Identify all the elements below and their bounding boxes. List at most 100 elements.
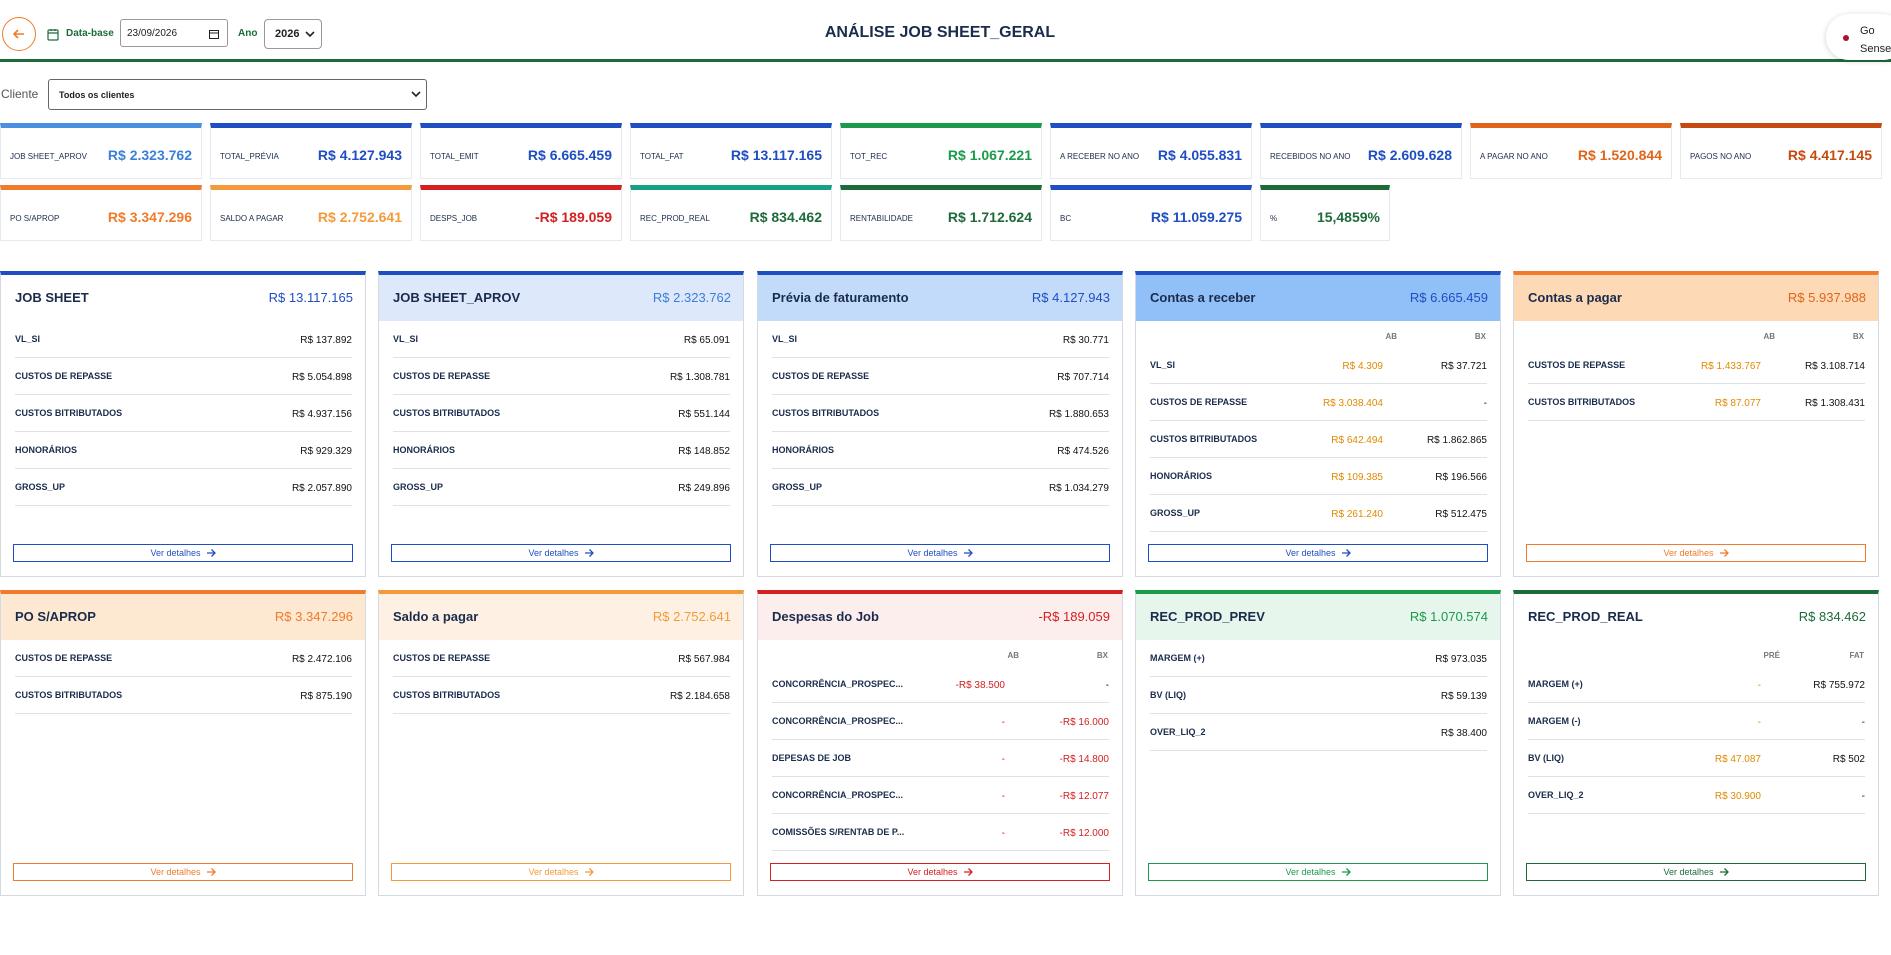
panel-total: R$ 3.347.296 <box>274 609 353 624</box>
row-value: R$ 707.714 <box>1057 372 1109 383</box>
details-button[interactable]: Ver detalhes <box>13 863 353 881</box>
details-label: Ver detalhes <box>1663 867 1714 877</box>
row-value: R$ 148.852 <box>678 446 730 457</box>
client-label: Cliente <box>1 87 39 101</box>
panel-title: JOB SHEET <box>15 290 89 305</box>
row-label: CUSTOS BITRIBUTADOS <box>1150 434 1258 444</box>
details-button[interactable]: Ver detalhes <box>13 544 353 562</box>
row-value: R$ 2.472.106 <box>291 654 352 665</box>
row-value-ab: R$ 1.433.767 <box>1700 361 1761 372</box>
user-name-line: Sense <box>1860 43 1891 55</box>
kpi-card: BC R$ 11.059.275 <box>1050 185 1252 241</box>
details-button[interactable]: Ver detalhes <box>770 863 1110 881</box>
kpi-value: -R$ 189.059 <box>534 209 612 225</box>
details-label: Ver detalhes <box>1285 548 1336 558</box>
row-value: R$ 474.526 <box>1057 446 1109 457</box>
table-row: HONORÁRIOS R$ 474.526 <box>772 432 1109 469</box>
column-header: AB <box>1763 332 1775 341</box>
table-row: VL_SI R$ 30.771 <box>772 321 1109 358</box>
row-label: HONORÁRIOS <box>393 445 456 455</box>
kpi-value: R$ 4.055.831 <box>1157 147 1242 163</box>
row-value-ab: - <box>1001 828 1005 839</box>
kpi-card: A RECEBER NO ANO R$ 4.055.831 <box>1050 123 1252 179</box>
table-row: OVER_LIQ_2 R$ 38.400 <box>1150 714 1487 751</box>
kpi-label: TOTAL_EMIT <box>430 152 479 161</box>
details-button[interactable]: Ver detalhes <box>391 863 731 881</box>
kpi-card: DESPS_JOB -R$ 189.059 <box>420 185 622 241</box>
details-button[interactable]: Ver detalhes <box>1526 544 1866 562</box>
row-value: R$ 249.896 <box>678 483 730 494</box>
table-row: CUSTOS BITRIBUTADOS R$ 551.144 <box>393 395 730 432</box>
client-select[interactable]: Todos os clientes <box>48 79 427 110</box>
chevron-down-icon <box>305 31 315 38</box>
kpi-card: JOB SHEET_APROV R$ 2.323.762 <box>0 123 202 179</box>
panel-total: R$ 834.462 <box>1798 609 1866 624</box>
row-value: R$ 875.190 <box>300 691 352 702</box>
row-label: GROSS_UP <box>772 482 823 492</box>
kpi-card: A PAGAR NO ANO R$ 1.520.844 <box>1470 123 1672 179</box>
kpi-label: RENTABILIDADE <box>850 214 913 223</box>
year-label: Ano <box>238 28 258 39</box>
table-row: DEPESAS DE JOB - -R$ 14.800 <box>772 740 1109 777</box>
row-value: R$ 30.771 <box>1062 335 1109 346</box>
kpi-card: RECEBIDOS NO ANO R$ 2.609.628 <box>1260 123 1462 179</box>
arrow-right-icon <box>584 868 594 876</box>
table-row: HONORÁRIOS R$ 109.385 R$ 196.566 <box>1150 458 1487 495</box>
user-menu[interactable]: Go Sense <box>1826 14 1891 60</box>
details-label: Ver detalhes <box>907 548 958 558</box>
table-row: HONORÁRIOS R$ 929.329 <box>15 432 352 469</box>
row-value-ab: - <box>1001 791 1005 802</box>
row-value: R$ 567.984 <box>678 654 730 665</box>
row-value-ab: - <box>1001 717 1005 728</box>
row-value: R$ 512.475 <box>1435 509 1487 520</box>
row-label: CUSTOS DE REPASSE <box>393 371 491 381</box>
summary-panel: REC_PROD_REAL R$ 834.462 PRÉ FAT MARGEM (+) -… <box>1513 590 1879 896</box>
table-row: CUSTOS BITRIBUTADOS R$ 875.190 <box>15 677 352 714</box>
row-label: CUSTOS BITRIBUTADOS <box>393 690 501 700</box>
row-label: MARGEM (+) <box>1150 653 1205 663</box>
year-select[interactable]: 2026 <box>264 19 322 49</box>
kpi-value: R$ 6.665.459 <box>527 147 612 163</box>
kpi-value: R$ 11.059.275 <box>1150 209 1242 225</box>
row-value: - <box>1861 717 1865 728</box>
kpi-label: PO S/APROP <box>10 214 60 223</box>
user-name-line: Go <box>1860 25 1875 37</box>
kpi-card: REC_PROD_REAL R$ 834.462 <box>630 185 832 241</box>
kpi-value: R$ 834.462 <box>749 209 822 225</box>
row-value: -R$ 14.800 <box>1059 754 1109 765</box>
date-base-input[interactable]: 23/09/2026 <box>120 19 228 47</box>
details-button[interactable]: Ver detalhes <box>1148 863 1488 881</box>
details-button[interactable]: Ver detalhes <box>770 544 1110 562</box>
row-label: HONORÁRIOS <box>1150 471 1213 481</box>
kpi-value: R$ 1.067.221 <box>947 147 1032 163</box>
row-value-ab: - <box>1001 754 1005 765</box>
kpi-label: % <box>1270 214 1278 223</box>
row-value-ab: R$ 30.900 <box>1714 791 1761 802</box>
kpi-label: TOTAL_FAT <box>640 152 684 161</box>
summary-panel: JOB SHEET R$ 13.117.165 VL_SI R$ 137.892 CUS… <box>0 271 366 577</box>
row-value: R$ 1.880.653 <box>1048 409 1109 420</box>
summary-panel: REC_PROD_PREV R$ 1.070.574 MARGEM (+) R$ 97… <box>1135 590 1501 896</box>
row-label: CUSTOS DE REPASSE <box>15 371 113 381</box>
row-label: MARGEM (-) <box>1528 716 1581 726</box>
row-value: -R$ 12.077 <box>1059 791 1109 802</box>
row-value: - <box>1483 398 1487 409</box>
row-label: OVER_LIQ_2 <box>1150 727 1206 737</box>
details-button[interactable]: Ver detalhes <box>391 544 731 562</box>
back-button[interactable] <box>2 17 36 51</box>
kpi-label: TOTAL_PRÉVIA <box>220 152 279 161</box>
details-button[interactable]: Ver detalhes <box>1148 544 1488 562</box>
arrow-right-icon <box>1341 549 1351 557</box>
row-label: VL_SI <box>1150 360 1176 370</box>
row-label: VL_SI <box>393 334 419 344</box>
calendar-picker-icon[interactable] <box>209 29 219 39</box>
details-button[interactable]: Ver detalhes <box>1526 863 1866 881</box>
panel-header: Contas a pagar R$ 5.937.988 <box>1514 275 1878 321</box>
kpi-label: BC <box>1060 214 1072 223</box>
row-label: HONORÁRIOS <box>772 445 835 455</box>
row-value: R$ 3.108.714 <box>1804 361 1865 372</box>
kpi-label: JOB SHEET_APROV <box>10 152 87 161</box>
row-value-ab: - <box>1757 717 1761 728</box>
chevron-down-icon <box>411 91 421 98</box>
kpi-label: PAGOS NO ANO <box>1690 152 1752 161</box>
